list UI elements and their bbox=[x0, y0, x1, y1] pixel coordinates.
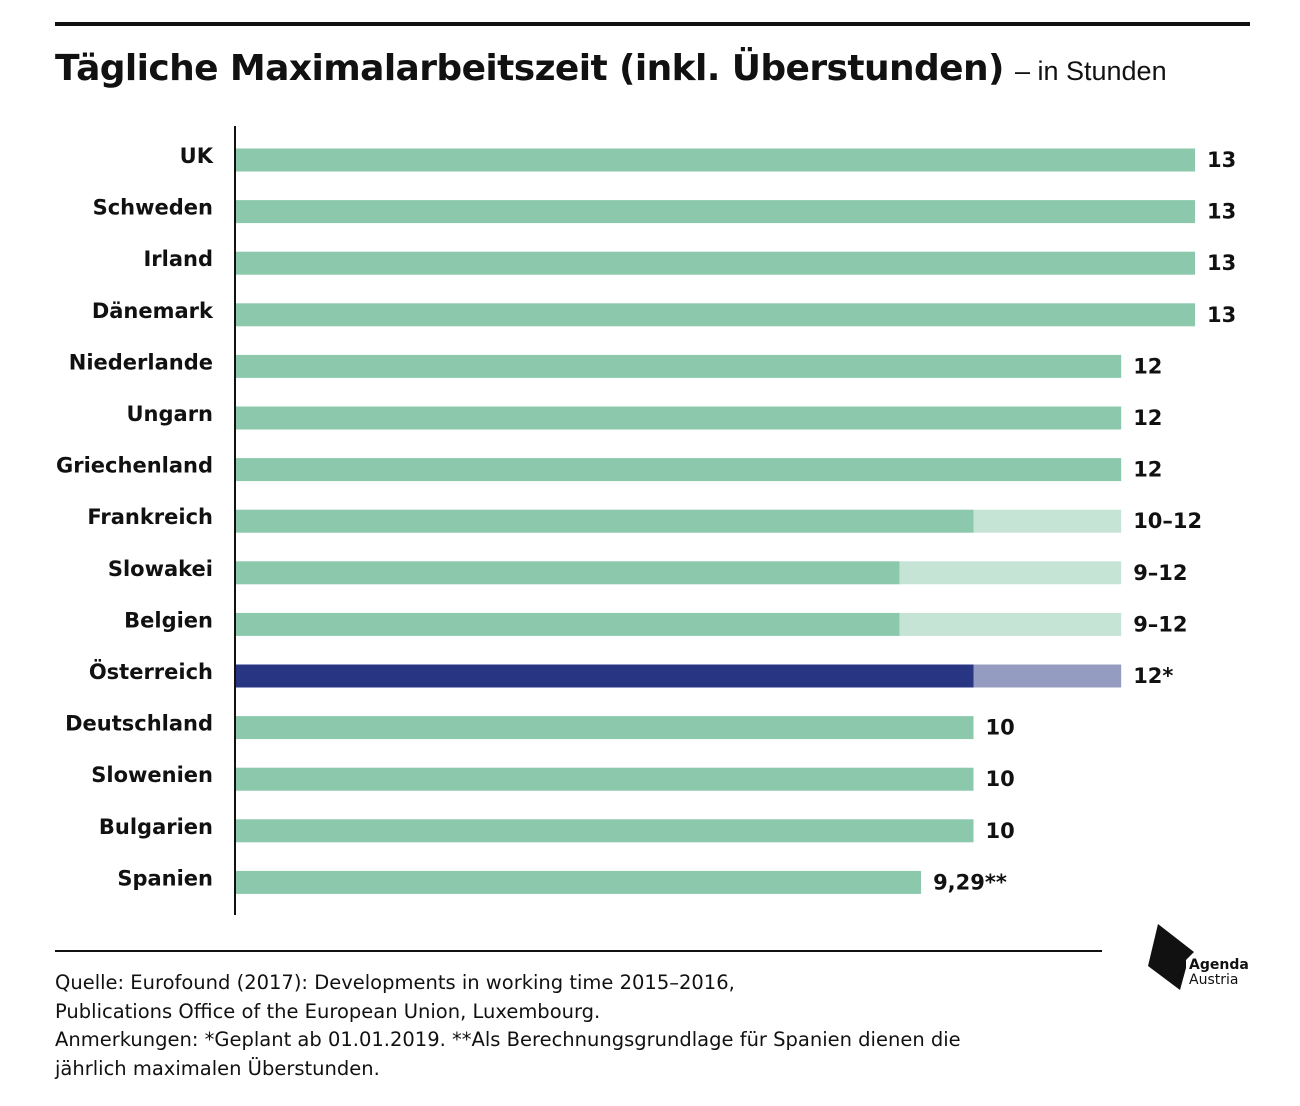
logo-line-2: Austria bbox=[1189, 972, 1239, 988]
value-label-schweden: 13 bbox=[1207, 200, 1236, 224]
bar-daenemark bbox=[235, 303, 1196, 327]
top-rule bbox=[55, 22, 1250, 26]
logo-wordmark: Agenda Austria bbox=[1189, 958, 1249, 988]
bar-niederlande bbox=[235, 354, 1122, 378]
value-label-niederlande: 12 bbox=[1133, 354, 1162, 378]
bar-belgien bbox=[235, 612, 900, 636]
bar-bulgarien bbox=[235, 819, 974, 843]
value-label-griechenland: 12 bbox=[1133, 458, 1162, 482]
bar-range-slowakei bbox=[899, 561, 1122, 585]
chart-title: Tägliche Maximalarbeitszeit (inkl. Übers… bbox=[55, 48, 1004, 89]
bar-slowakei bbox=[235, 561, 900, 585]
bar-uk bbox=[235, 148, 1196, 172]
bar-deutschland bbox=[235, 716, 974, 740]
value-label-slowenien: 10 bbox=[986, 767, 1015, 791]
value-label-irland: 13 bbox=[1207, 251, 1236, 275]
bar-slowenien bbox=[235, 767, 974, 791]
category-label-belgien: Belgien bbox=[124, 608, 213, 632]
bar-ungarn bbox=[235, 406, 1122, 430]
category-label-frankreich: Frankreich bbox=[87, 505, 213, 529]
category-label-spanien: Spanien bbox=[117, 866, 213, 890]
value-label-daenemark: 13 bbox=[1207, 303, 1236, 327]
value-label-oesterreich: 12* bbox=[1133, 664, 1173, 688]
footer-rule bbox=[55, 950, 1102, 952]
source-line-2: Publications Office of the European Unio… bbox=[55, 999, 601, 1023]
bar-range-oesterreich bbox=[973, 664, 1122, 688]
chart-subtitle: – in Stunden bbox=[1014, 56, 1167, 86]
bar-oesterreich bbox=[235, 664, 974, 688]
category-label-daenemark: Dänemark bbox=[92, 299, 214, 323]
value-label-uk: 13 bbox=[1207, 148, 1236, 172]
value-label-slowakei: 9–12 bbox=[1133, 561, 1187, 585]
value-label-bulgarien: 10 bbox=[986, 819, 1015, 843]
value-label-spanien: 9,29** bbox=[933, 870, 1007, 894]
category-label-bulgarien: Bulgarien bbox=[99, 815, 213, 839]
category-label-deutschland: Deutschland bbox=[65, 712, 213, 736]
value-label-frankreich: 10–12 bbox=[1133, 509, 1202, 533]
chart-header: Tägliche Maximalarbeitszeit (inkl. Übers… bbox=[55, 48, 1167, 89]
value-label-deutschland: 10 bbox=[986, 716, 1015, 740]
bar-range-belgien bbox=[899, 612, 1122, 636]
bar-irland bbox=[235, 251, 1196, 275]
notes-line-2: jährlich maximalen Überstunden. bbox=[55, 1056, 380, 1080]
bar-range-frankreich bbox=[973, 509, 1122, 533]
category-label-slowakei: Slowakei bbox=[108, 557, 213, 581]
category-label-oesterreich: Österreich bbox=[89, 659, 213, 684]
bar-griechenland bbox=[235, 458, 1122, 482]
logo-line-1: Agenda bbox=[1189, 957, 1249, 973]
agenda-austria-logo-icon bbox=[1148, 924, 1194, 990]
category-label-schweden: Schweden bbox=[93, 196, 213, 220]
category-label-irland: Irland bbox=[143, 247, 213, 271]
source-notes: Quelle: Eurofound (2017): Developments i… bbox=[55, 969, 1135, 1083]
category-label-uk: UK bbox=[180, 144, 214, 168]
category-label-ungarn: Ungarn bbox=[126, 402, 213, 426]
notes-line-1: Anmerkungen: *Geplant ab 01.01.2019. **A… bbox=[55, 1028, 961, 1051]
category-label-slowenien: Slowenien bbox=[91, 763, 213, 787]
bar-schweden bbox=[235, 200, 1196, 224]
bar-spanien bbox=[235, 870, 922, 894]
source-line-1: Quelle: Eurofound (2017): Developments i… bbox=[55, 971, 735, 994]
category-label-griechenland: Griechenland bbox=[56, 454, 213, 478]
value-label-belgien: 9–12 bbox=[1133, 612, 1187, 636]
bar-frankreich bbox=[235, 509, 974, 533]
value-label-ungarn: 12 bbox=[1133, 406, 1162, 430]
category-label-niederlande: Niederlande bbox=[69, 350, 213, 374]
bar-chart: UK 13 Schweden 13 Irland 13 Dänemark 13 Niederla… bbox=[56, 126, 1236, 915]
